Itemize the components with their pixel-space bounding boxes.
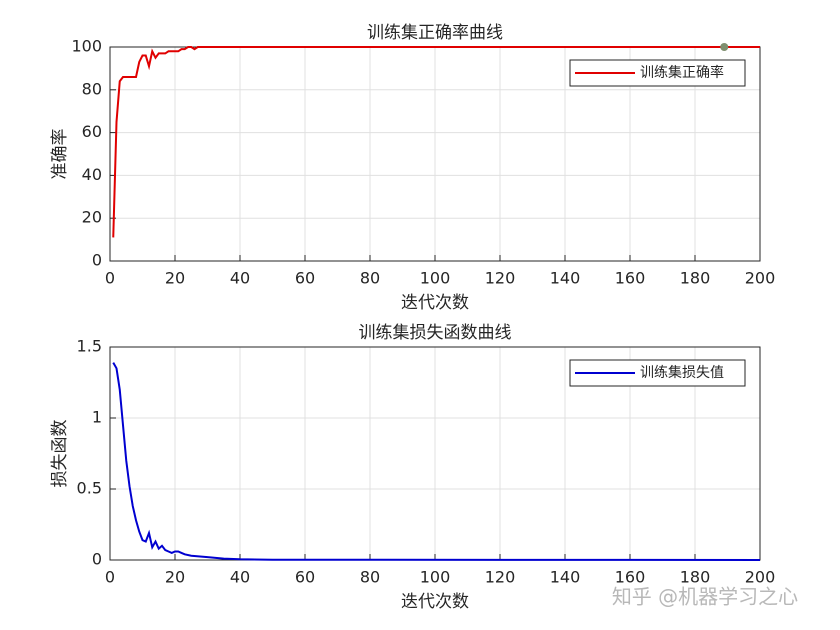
- x-axis-label: 迭代次数: [401, 293, 469, 313]
- x-tick-label: 60: [295, 568, 315, 587]
- y-tick-label: 20: [82, 208, 102, 227]
- x-tick-label: 80: [360, 269, 380, 288]
- series-line: [112, 362, 761, 561]
- legend-label: 训练集损失值: [640, 364, 724, 381]
- x-tick-label: 60: [295, 269, 315, 288]
- series-line: [112, 46, 760, 238]
- x-tick-label: 160: [615, 269, 646, 288]
- x-tick-label: 20: [165, 269, 185, 288]
- y-tick-label: 40: [82, 165, 102, 184]
- y-axis-label: 准确率: [50, 129, 70, 180]
- y-tick-label: 1: [92, 408, 102, 427]
- y-tick-label: 80: [82, 79, 102, 98]
- x-tick-label: 20: [165, 568, 185, 587]
- x-tick-label: 140: [550, 269, 581, 288]
- y-tick-label: 1.5: [77, 337, 102, 356]
- x-tick-label: 160: [615, 568, 646, 587]
- x-axis-label: 迭代次数: [401, 592, 469, 612]
- y-tick-label: 0: [92, 550, 102, 569]
- x-tick-label: 40: [230, 269, 250, 288]
- x-tick-label: 100: [420, 269, 451, 288]
- chart-title: 训练集正确率曲线: [367, 23, 503, 43]
- x-tick-label: 100: [420, 568, 451, 587]
- x-tick-label: 200: [745, 568, 776, 587]
- x-tick-label: 120: [485, 568, 516, 587]
- y-tick-label: 0.5: [77, 479, 102, 498]
- x-tick-label: 180: [680, 568, 711, 587]
- x-tick-label: 0: [105, 269, 115, 288]
- chart-title: 训练集损失函数曲线: [359, 323, 512, 343]
- y-tick-label: 100: [71, 37, 102, 56]
- x-tick-label: 0: [105, 568, 115, 587]
- y-tick-label: 60: [82, 122, 102, 141]
- y-tick-label: 0: [92, 251, 102, 270]
- x-tick-label: 200: [745, 269, 776, 288]
- legend-label: 训练集正确率: [640, 64, 724, 81]
- y-axis-label: 损失函数: [50, 420, 70, 488]
- x-tick-label: 140: [550, 568, 581, 587]
- x-tick-label: 40: [230, 568, 250, 587]
- highlight-point: [720, 43, 729, 51]
- x-tick-label: 80: [360, 568, 380, 587]
- x-tick-label: 180: [680, 269, 711, 288]
- watermark: 知乎 @机器学习之心: [612, 585, 798, 609]
- x-tick-label: 120: [485, 269, 516, 288]
